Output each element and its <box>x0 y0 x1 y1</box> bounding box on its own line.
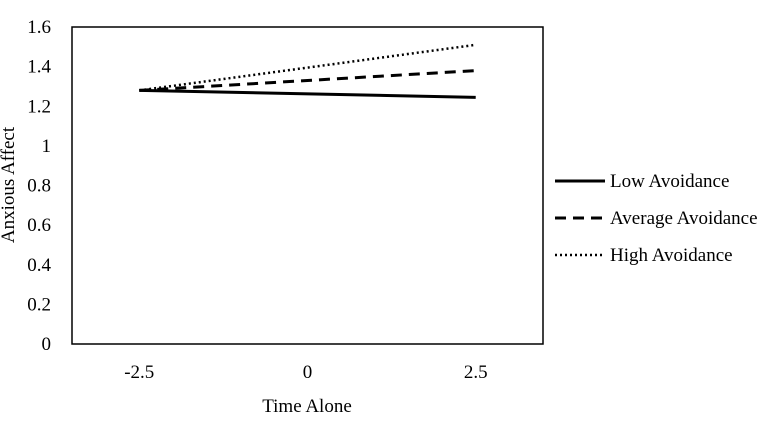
y-tick-label: 1.4 <box>27 57 51 78</box>
series-line-low-avoidance <box>139 88 476 99</box>
series-line-high-avoidance <box>139 43 476 92</box>
legend: Low Avoidance Average Avoidance High Avoid… <box>555 171 758 266</box>
y-tick-label: 0.6 <box>27 215 51 236</box>
y-tick-label: 0 <box>42 334 52 355</box>
series-lines <box>139 43 476 99</box>
legend-label: High Avoidance <box>610 245 733 266</box>
series-line-average-avoidance <box>139 69 476 92</box>
x-tick-label: 2.5 <box>464 362 488 383</box>
y-tick-label: 0.2 <box>27 294 51 315</box>
x-tick-labels: -2.5 0 2.5 <box>124 362 487 383</box>
y-axis-title: Anxious Affect <box>0 126 19 243</box>
y-tick-label: 1 <box>42 136 52 157</box>
x-axis-title: Time Alone <box>262 396 352 417</box>
y-tick-label: 0.8 <box>27 176 51 197</box>
y-tick-label: 0.4 <box>27 255 51 276</box>
y-tick-label: 1.6 <box>27 17 51 38</box>
x-tick-label: 0 <box>303 362 313 383</box>
y-tick-label: 1.2 <box>27 96 51 117</box>
legend-label: Average Avoidance <box>610 208 758 229</box>
y-tick-labels: 0 0.2 0.4 0.6 0.8 1 1.2 1.4 1.6 <box>27 17 51 355</box>
plot-area <box>71 26 544 345</box>
x-tick-label: -2.5 <box>124 362 154 383</box>
legend-label: Low Avoidance <box>610 171 729 192</box>
